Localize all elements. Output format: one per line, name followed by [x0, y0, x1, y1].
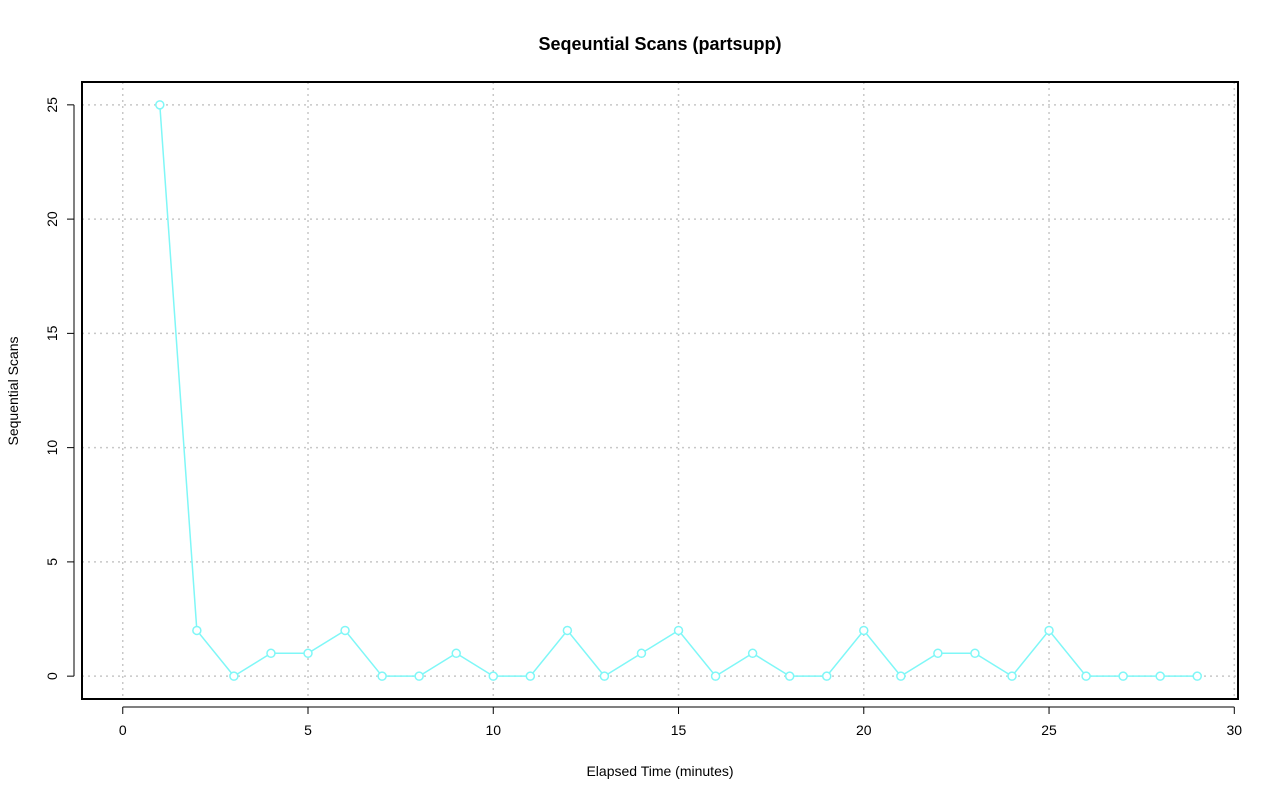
- data-point: [1155, 671, 1165, 681]
- data-point: [933, 648, 943, 659]
- data-point: [488, 671, 499, 681]
- y-axis-label: Sequential Scans: [5, 337, 21, 446]
- y-tick-label: 25: [44, 97, 60, 113]
- x-tick-label: 0: [119, 722, 127, 738]
- data-point: [673, 625, 684, 636]
- y-tick-label: 20: [44, 211, 60, 227]
- data-point: [784, 671, 795, 681]
- x-tick-label: 30: [1227, 722, 1243, 738]
- data-point: [896, 671, 906, 681]
- data-point: [1044, 625, 1054, 636]
- y-tick-label: 15: [44, 325, 60, 341]
- y-tick-label: 10: [44, 440, 60, 456]
- data-point: [747, 648, 758, 659]
- axes: 0 5 10 15 20 25 30 0 5 10 15 20 25: [44, 97, 1242, 738]
- chart-title: Seqeuntial Scans (partsupp): [538, 34, 781, 54]
- x-tick-label: 10: [485, 722, 501, 738]
- data-point: [192, 625, 202, 636]
- data-point: [525, 671, 536, 681]
- x-tick-label: 15: [671, 722, 687, 738]
- data-point: [1081, 671, 1091, 681]
- data-point: [821, 671, 832, 681]
- x-tick-label: 5: [304, 722, 312, 738]
- data-point: [229, 671, 239, 681]
- data-point: [970, 648, 980, 659]
- data-point: [636, 648, 647, 659]
- data-point: [451, 648, 461, 659]
- data-point: [303, 648, 313, 659]
- series-layer: [155, 100, 1202, 681]
- data-point: [1118, 671, 1128, 681]
- data-point: [377, 671, 387, 681]
- y-tick-label: 0: [44, 672, 60, 680]
- data-point: [599, 671, 610, 681]
- x-tick-label: 25: [1041, 722, 1057, 738]
- data-point: [155, 100, 165, 110]
- data-point: [710, 671, 721, 681]
- data-point: [340, 625, 350, 636]
- y-tick-label: 5: [44, 558, 60, 566]
- grid: [82, 82, 1238, 699]
- data-point: [414, 671, 424, 681]
- data-point: [1192, 671, 1202, 681]
- x-axis-label: Elapsed Time (minutes): [586, 763, 733, 779]
- data-point: [562, 625, 573, 636]
- x-tick-label: 20: [856, 722, 872, 738]
- data-point: [1007, 671, 1017, 681]
- data-point: [266, 648, 276, 659]
- plot-frame: [81, 81, 1239, 700]
- data-point: [859, 625, 869, 636]
